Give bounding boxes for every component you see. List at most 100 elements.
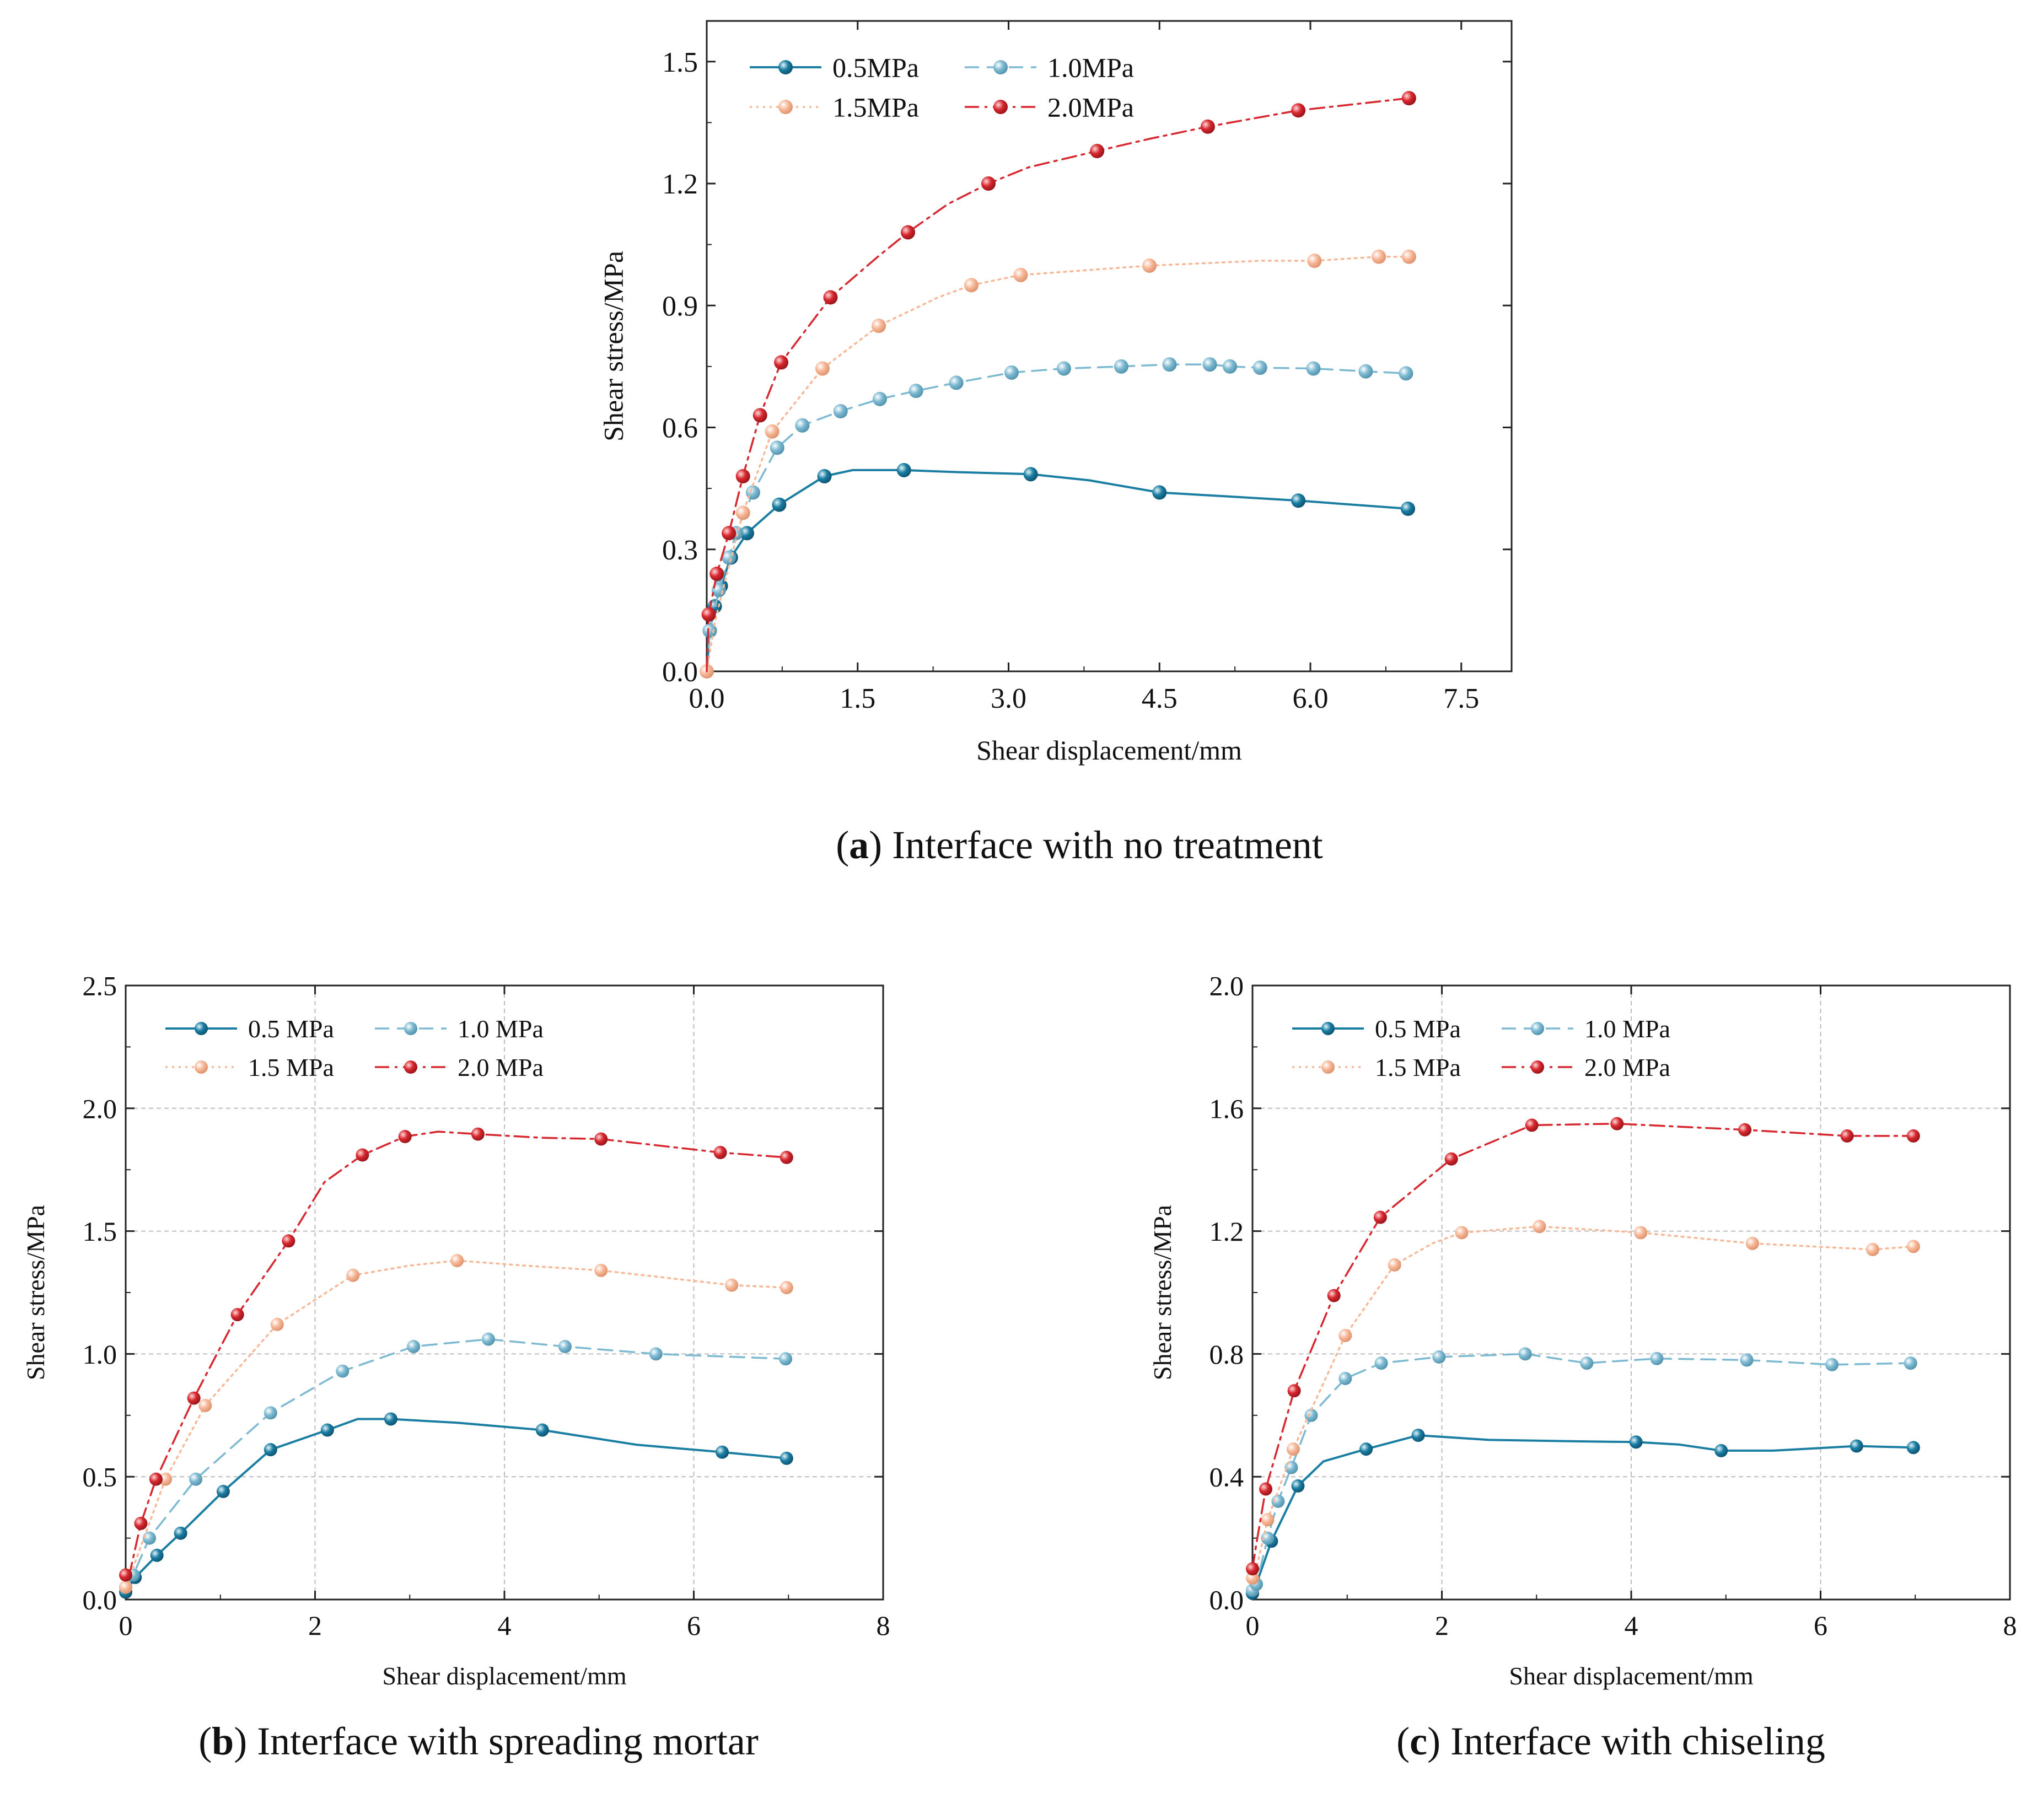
data-point-p20: [398, 1130, 412, 1144]
data-point-p10: [649, 1347, 663, 1361]
data-point-p15: [1455, 1226, 1469, 1240]
data-point-p15: [1142, 258, 1157, 273]
data-point-p15: [735, 505, 750, 520]
x-tick-label: 4: [498, 1610, 512, 1641]
data-point-p15: [1388, 1258, 1401, 1272]
data-point-p20: [356, 1148, 369, 1162]
series-line-p20: [125, 1130, 788, 1576]
data-point-p15: [1634, 1226, 1648, 1240]
y-tick-label: 0.6: [662, 413, 698, 444]
legend-label-p05: 0.5 MPa: [1375, 1015, 1461, 1043]
series-line-p20: [1251, 1122, 1915, 1570]
data-point-p10: [1518, 1347, 1532, 1361]
data-point-p05: [535, 1423, 549, 1437]
data-point-p15: [1286, 1442, 1300, 1456]
data-point-p05: [1359, 1442, 1373, 1456]
x-tick-label: 6: [687, 1610, 701, 1641]
series-line-p15: [1251, 1225, 1915, 1579]
y-tick-label: 0.8: [1209, 1339, 1244, 1370]
data-point-p15: [119, 1580, 132, 1594]
data-point-p10: [1252, 360, 1267, 375]
y-tick-label: 0.0: [662, 656, 698, 688]
legend-marker-p15: [778, 100, 793, 114]
data-point-p20: [1373, 1210, 1387, 1224]
data-point-p15: [1307, 254, 1322, 268]
data-point-p20: [1738, 1123, 1752, 1137]
legend-marker-p20: [1531, 1060, 1544, 1074]
data-point-p10: [872, 391, 887, 406]
data-point-p15: [1906, 1240, 1920, 1253]
y-tick-label: 0.3: [662, 535, 698, 566]
legend-marker-p10: [1531, 1022, 1544, 1035]
data-point-p10: [1162, 357, 1177, 372]
data-point-p15: [1866, 1243, 1879, 1257]
data-point-p15: [1013, 267, 1028, 282]
legend-label-p20: 2.0MPa: [1047, 92, 1134, 123]
data-point-p20: [230, 1308, 244, 1322]
data-point-p10: [1432, 1350, 1446, 1364]
series-line-p10: [706, 363, 1407, 672]
data-point-p20: [1259, 1482, 1273, 1496]
data-point-p20: [981, 176, 996, 191]
data-point-p20: [282, 1234, 295, 1248]
x-axis-label: Shear displacement/mm: [382, 1662, 626, 1690]
data-point-p15: [346, 1268, 360, 1282]
legend-label-p15: 1.5 MPa: [248, 1053, 334, 1081]
data-point-p15: [872, 319, 886, 333]
data-point-p10: [264, 1406, 277, 1420]
data-point-p05: [216, 1484, 230, 1498]
data-point-p15: [1533, 1220, 1546, 1234]
data-point-p10: [481, 1332, 495, 1346]
series-line-p10: [1251, 1353, 1912, 1592]
y-tick-label: 1.2: [1209, 1216, 1244, 1247]
data-point-p10: [1304, 1408, 1318, 1422]
y-tick-label: 1.5: [662, 47, 698, 78]
chart-a-no-treatment: 0.0 1.5 3.0 4.5 6.0 7.5 0.0 0.3 0.6 0.9 1.2 1.5 Shea…: [598, 20, 1513, 766]
data-point-p10: [909, 384, 923, 399]
data-point-p05: [1152, 485, 1167, 500]
data-point-p10: [1358, 364, 1373, 379]
x-axis-label: Shear displacement/mm: [1509, 1662, 1753, 1690]
y-axis-label: Shear stress/MPa: [598, 251, 629, 441]
data-point-p10: [795, 418, 810, 433]
data-point-p05: [384, 1412, 397, 1426]
data-point-p15: [1401, 249, 1416, 264]
x-tick-label: 8: [2003, 1610, 2017, 1641]
x-tick-label: 2: [308, 1610, 322, 1641]
data-point-p15: [725, 1278, 739, 1292]
data-point-p10: [1399, 366, 1413, 381]
data-point-p05: [1906, 1441, 1920, 1455]
data-point-p10: [189, 1472, 203, 1486]
caption-c: (c) Interface with chiseling: [1396, 1719, 1825, 1763]
legend-marker-p20: [404, 1060, 417, 1074]
data-point-p05: [320, 1423, 334, 1437]
data-point-p10: [336, 1364, 350, 1378]
data-point-p20: [471, 1127, 485, 1141]
x-tick-label: 7.5: [1443, 683, 1479, 714]
data-point-p20: [1287, 1384, 1301, 1398]
data-point-p10: [1904, 1356, 1917, 1370]
data-point-p05: [150, 1548, 164, 1562]
data-point-p05: [780, 1451, 793, 1465]
data-point-p15: [594, 1263, 608, 1277]
data-point-p15: [1338, 1328, 1352, 1342]
series-line-p10: [125, 1338, 787, 1589]
data-point-p20: [134, 1516, 148, 1530]
data-point-p15: [1246, 1571, 1259, 1585]
legend-marker-p15: [1321, 1060, 1335, 1074]
x-tick-label: 0.0: [689, 683, 725, 714]
data-point-p05: [1714, 1444, 1728, 1457]
data-point-p15: [815, 361, 830, 376]
y-axis-label: Shear stress/MPa: [1148, 1205, 1176, 1380]
data-point-p10: [558, 1340, 572, 1354]
caption-a-text: Interface with no treatment: [892, 823, 1323, 867]
y-tick-label: 2.0: [1209, 971, 1244, 1001]
data-point-p10: [1306, 361, 1321, 376]
data-point-p20: [823, 290, 838, 305]
data-point-p20: [1840, 1129, 1854, 1143]
caption-b: (b) Interface with spreading mortar: [198, 1719, 759, 1763]
legend-marker-p05: [778, 60, 793, 74]
caption-c-text: Interface with chiseling: [1450, 1719, 1825, 1763]
chart-b-spreading-mortar: 0 2 4 6 8 0.0 0.5 1.0 1.5 2.0 2.5 Shear displacemen…: [21, 971, 890, 1690]
